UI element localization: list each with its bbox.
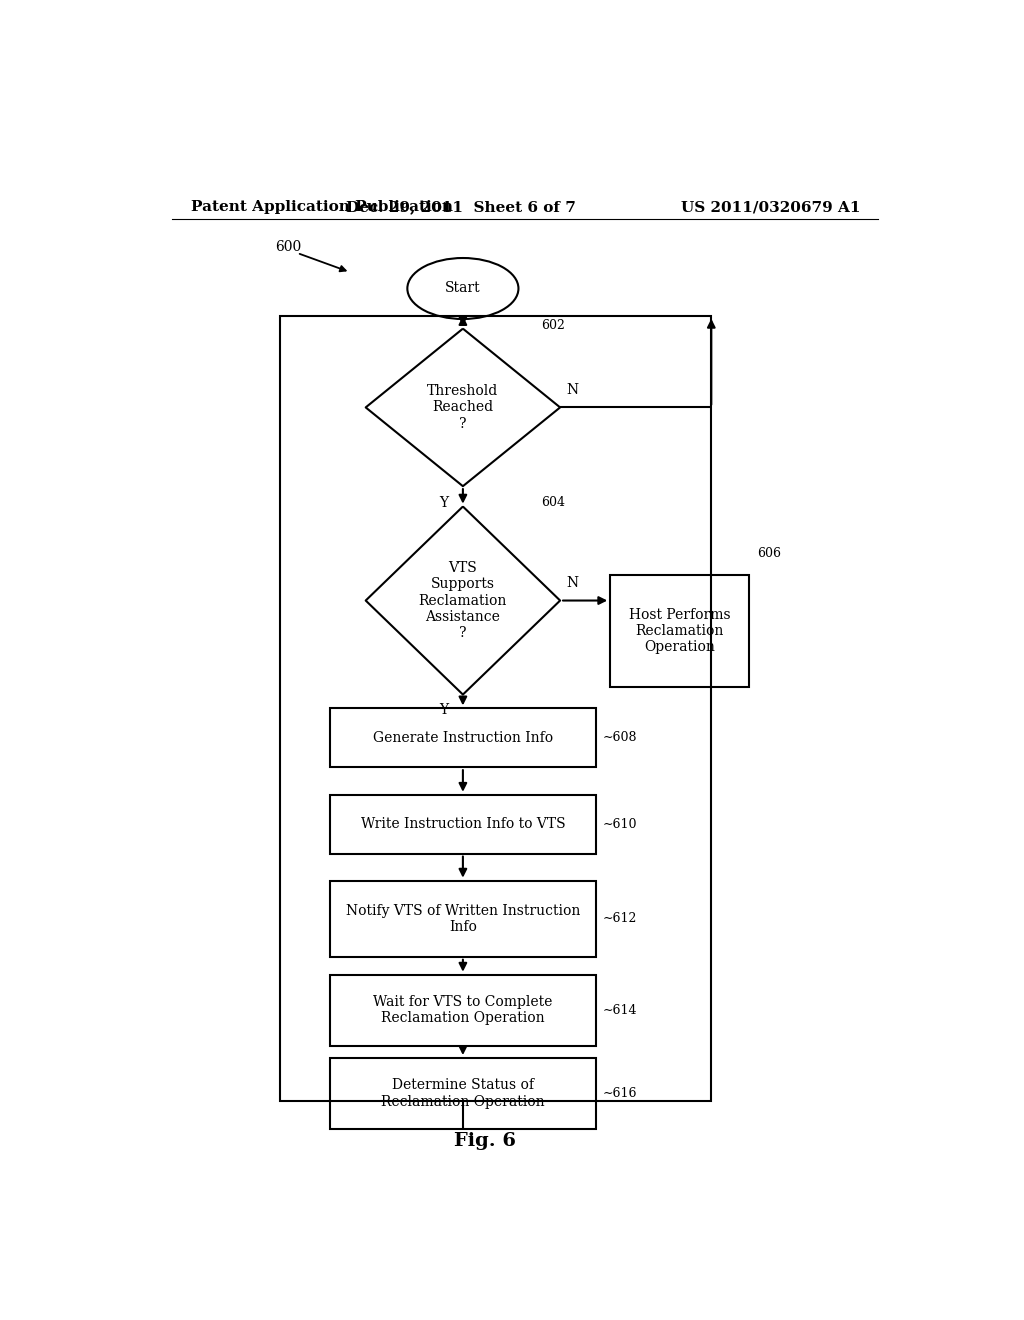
Text: Host Performs
Reclamation
Operation: Host Performs Reclamation Operation (629, 607, 730, 655)
Text: Threshold
Reached
?: Threshold Reached ? (427, 384, 499, 430)
Text: ∼612: ∼612 (602, 912, 637, 925)
Text: Start: Start (445, 281, 480, 296)
Text: Wait for VTS to Complete
Reclamation Operation: Wait for VTS to Complete Reclamation Ope… (373, 995, 553, 1026)
Text: ∼610: ∼610 (602, 817, 637, 830)
Text: ∼616: ∼616 (602, 1086, 637, 1100)
Text: US 2011/0320679 A1: US 2011/0320679 A1 (681, 201, 860, 214)
Text: Dec. 29, 2011  Sheet 6 of 7: Dec. 29, 2011 Sheet 6 of 7 (346, 201, 577, 214)
Bar (330, 709, 596, 767)
Text: Y: Y (439, 702, 449, 717)
Text: 600: 600 (274, 240, 301, 253)
Text: N: N (566, 577, 579, 590)
Text: ∼614: ∼614 (602, 1003, 637, 1016)
Text: ∼608: ∼608 (602, 731, 637, 744)
Text: Write Instruction Info to VTS: Write Instruction Info to VTS (360, 817, 565, 832)
Text: 604: 604 (541, 496, 564, 510)
Text: VTS
Supports
Reclamation
Assistance
?: VTS Supports Reclamation Assistance ? (419, 561, 507, 640)
Text: 606: 606 (757, 546, 781, 560)
Text: Y: Y (439, 496, 449, 511)
Bar (330, 795, 596, 854)
Bar (330, 974, 596, 1045)
Text: 602: 602 (541, 319, 564, 333)
Text: Determine Status of
Reclamation Operation: Determine Status of Reclamation Operatio… (381, 1078, 545, 1109)
Bar (610, 576, 749, 686)
Bar (330, 880, 596, 957)
Text: Fig. 6: Fig. 6 (454, 1133, 516, 1150)
Bar (281, 315, 712, 1101)
Text: Patent Application Publication: Patent Application Publication (191, 201, 454, 214)
Text: Generate Instruction Info: Generate Instruction Info (373, 731, 553, 744)
Text: N: N (566, 383, 579, 397)
Text: Notify VTS of Written Instruction
Info: Notify VTS of Written Instruction Info (346, 904, 580, 933)
Bar (330, 1057, 596, 1129)
